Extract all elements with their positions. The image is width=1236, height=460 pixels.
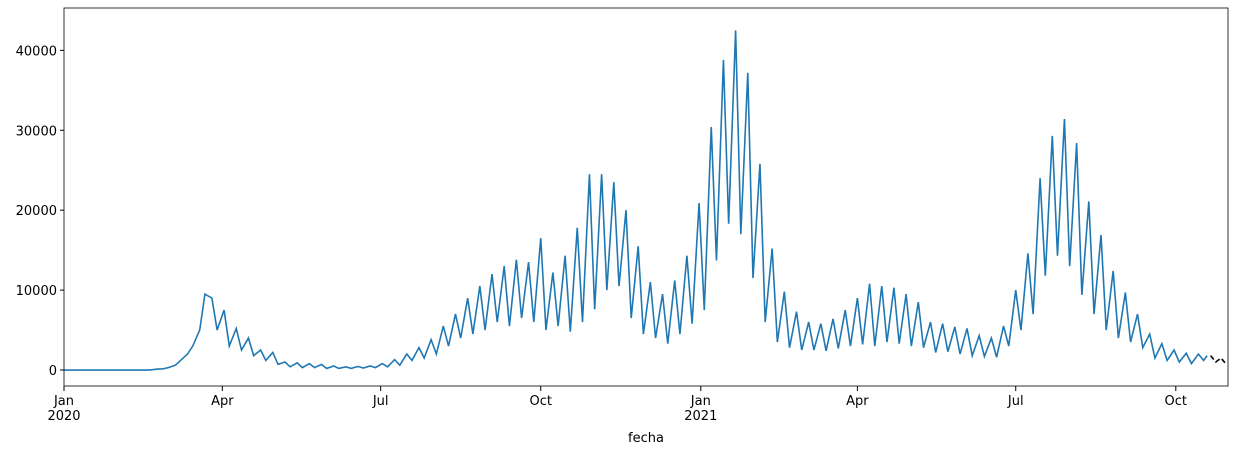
x-tick-label: Jan 2021 [684,394,717,424]
y-tick-label: 40000 [16,44,57,59]
y-tick-label: 10000 [16,284,57,299]
x-tick-label: Oct [529,394,551,409]
x-tick-label: Jul [1007,394,1024,409]
y-tick-label: 30000 [16,124,57,139]
x-tick-label: Apr [211,394,234,409]
x-tick-label: Oct [1165,394,1187,409]
x-tick-label: Jan 2020 [47,394,80,424]
x-tick-label: Jul [372,394,389,409]
y-tick-label: 0 [49,364,57,379]
plot-frame [63,7,1229,387]
y-tick-label: 20000 [16,204,57,219]
x-tick-label: Apr [846,394,869,409]
x-axis-label: fecha [628,431,664,446]
line-series [1209,355,1227,365]
line-series [64,30,1208,371]
